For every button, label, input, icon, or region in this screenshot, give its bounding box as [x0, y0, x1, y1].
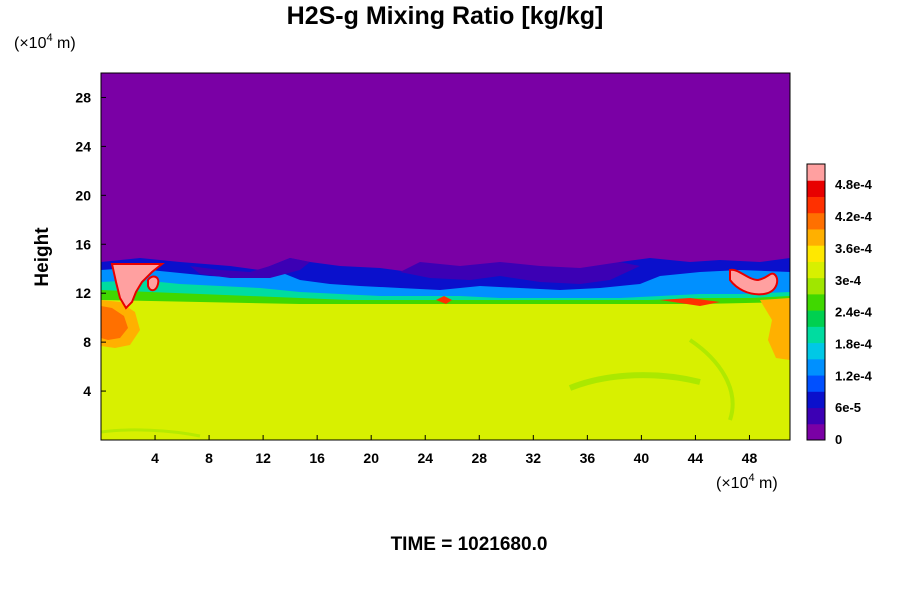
colorbar-swatch	[807, 310, 825, 327]
colorbar-swatch	[807, 358, 825, 376]
y-tick-label: 16	[75, 236, 91, 252]
purple-intrusion-2	[190, 258, 310, 278]
colorbar-swatch	[807, 375, 825, 392]
y-ticks: 4 8 12 16 20 24 28	[75, 89, 106, 399]
colorbar-tick-label: 1.2e-4	[835, 368, 873, 383]
colorbar-swatch	[807, 407, 825, 425]
x-unit-label: (×104 m)	[716, 472, 778, 492]
colorbar-tick-label: 6e-5	[835, 400, 861, 415]
x-ticks: 4 8 12 16 20 24 28 32 36 40 44 48	[151, 435, 757, 466]
x-tick-label: 28	[471, 450, 487, 466]
colorbar-swatch	[807, 277, 825, 295]
y-tick-label: 12	[75, 285, 91, 301]
colorbar-swatch	[807, 164, 825, 181]
plot-frame	[100, 72, 791, 441]
colorbar-tick-label: 4.2e-4	[835, 209, 873, 224]
colorbar	[806, 163, 826, 441]
y-tick-label: 24	[75, 138, 91, 154]
colorbar-swatch	[807, 293, 825, 311]
colorbar-tick-label: 4.8e-4	[835, 177, 873, 192]
y-tick-label: 20	[75, 187, 91, 203]
colorbar-swatch	[807, 423, 825, 441]
colorbar-tick-label: 3.6e-4	[835, 241, 873, 256]
colorbar-tick-label: 1.8e-4	[835, 336, 873, 351]
x-tick-label: 8	[205, 450, 213, 466]
chart-title: H2S-g Mixing Ratio [kg/kg]	[287, 2, 604, 30]
left-red-zone	[101, 306, 128, 340]
colorbar-swatch	[807, 228, 825, 246]
y-unit-label: (×104 m)	[14, 32, 76, 52]
x-tick-label: 44	[688, 450, 704, 466]
y-tick-label: 4	[83, 383, 91, 399]
x-tick-label: 32	[526, 450, 542, 466]
x-tick-label: 16	[309, 450, 325, 466]
colorbar-ticks: 0 6e-5 1.2e-4 1.8e-4 2.4e-4 3e-4 3.6e-4 4.2e-4 4…	[835, 177, 873, 447]
colorbar-swatch	[807, 326, 825, 344]
y-axis-label: Height	[32, 227, 53, 287]
right-plume	[729, 268, 779, 296]
lower-streak-1	[568, 372, 701, 391]
interface-red-streak-1	[436, 296, 452, 304]
colorbar-swatch	[807, 245, 825, 262]
lower-streak-3	[101, 428, 201, 438]
x-tick-label: 48	[742, 450, 758, 466]
colorbar-swatch	[807, 196, 825, 214]
x-tick-label: 20	[363, 450, 379, 466]
interface-red-streak-2	[660, 298, 720, 306]
colorbar-swatch	[807, 212, 825, 230]
interface-band-yellow	[101, 300, 790, 315]
plot-area	[101, 73, 790, 440]
colorbar-swatch	[807, 180, 825, 197]
x-tick-label: 40	[634, 450, 650, 466]
x-tick-label: 36	[580, 450, 596, 466]
colorbar-tick-label: 3e-4	[835, 273, 862, 288]
colorbar-swatch	[807, 391, 825, 409]
colorbar-tick-label: 0	[835, 432, 842, 447]
y-tick-label: 28	[75, 89, 91, 105]
region-upper-layer	[101, 73, 790, 273]
time-label: TIME = 1021680.0	[391, 534, 548, 555]
colorbar-swatch	[807, 261, 825, 279]
right-warm-zone	[760, 298, 790, 360]
y-tick-label: 8	[83, 334, 91, 350]
purple-intrusion-1	[400, 262, 640, 284]
x-tick-label: 4	[151, 450, 159, 466]
x-tick-label: 24	[417, 450, 433, 466]
left-plume	[110, 263, 165, 310]
left-plume-swirl	[147, 275, 160, 292]
x-tick-label: 12	[255, 450, 271, 466]
colorbar-swatch	[807, 342, 825, 360]
colorbar-tick-label: 2.4e-4	[835, 305, 873, 320]
colorbar-frame	[806, 163, 826, 441]
lower-streak-2	[688, 338, 735, 421]
